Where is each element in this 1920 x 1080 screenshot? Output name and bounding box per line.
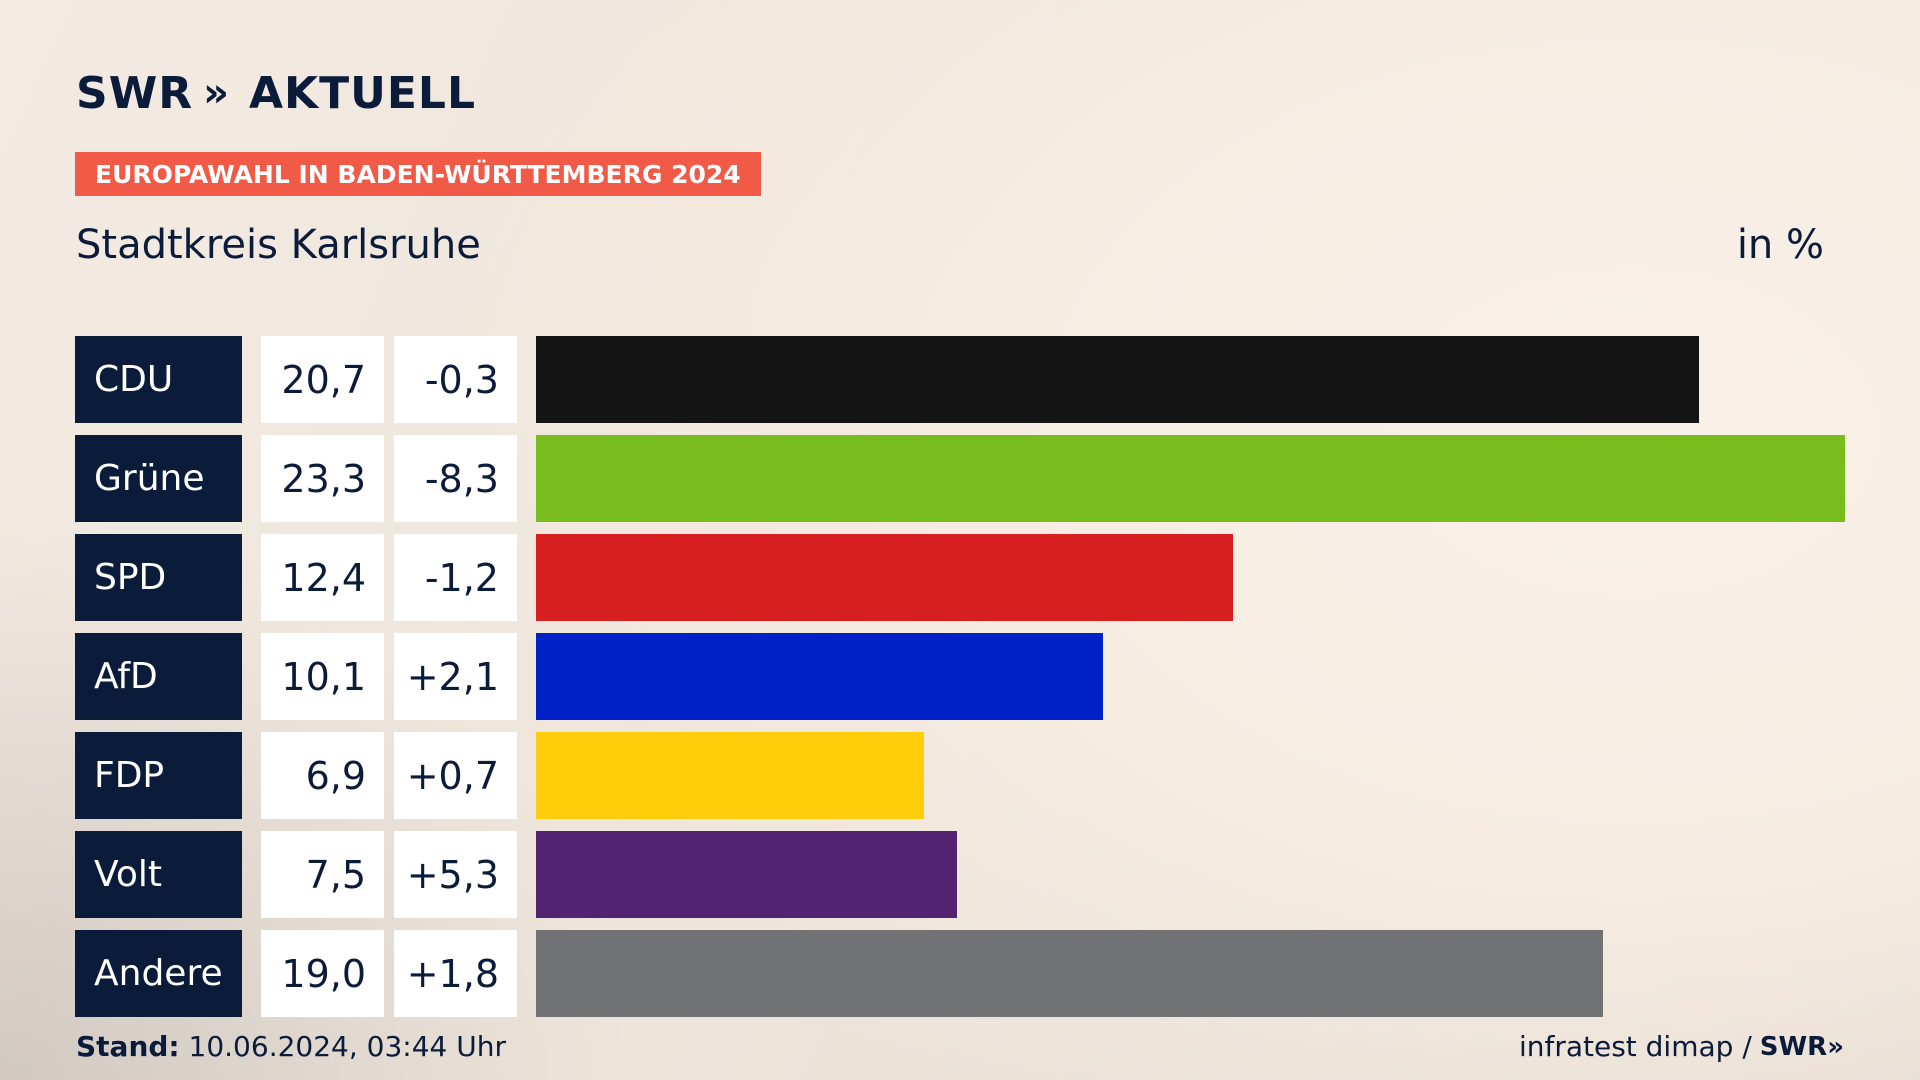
logo-swr: SWR [76,67,194,119]
result-bar [536,336,1699,423]
vote-share-value: 12,4 [261,534,384,621]
result-bar [536,633,1103,720]
vote-share-value: 20,7 [261,336,384,423]
result-row: FDP 6,9 +0,7 [75,732,1845,819]
party-label: FDP [75,732,242,819]
party-label: Grüne [75,435,242,522]
source-text: infratest dimap / [1518,1030,1752,1063]
vote-change-value: +1,8 [394,930,517,1017]
vote-share-value: 23,3 [261,435,384,522]
election-tag: EUROPAWAHL IN BADEN-WÜRTTEMBERG 2024 [75,152,761,196]
party-label: Andere [75,930,242,1017]
vote-share-value: 6,9 [261,732,384,819]
vote-change-value: -8,3 [394,435,517,522]
vote-change-value: +0,7 [394,732,517,819]
party-label: SPD [75,534,242,621]
result-row: SPD 12,4 -1,2 [75,534,1845,621]
result-bar [536,435,1845,522]
source-chevron-icon: » [1827,1031,1844,1062]
party-label: Volt [75,831,242,918]
footer-source: infratest dimap / SWR» [1519,1030,1844,1063]
result-row: AfD 10,1 +2,1 [75,633,1845,720]
result-row: Andere 19,0 +1,8 [75,930,1845,1017]
vote-change-value: -0,3 [394,336,517,423]
result-bar [536,534,1233,621]
vote-share-value: 10,1 [261,633,384,720]
party-label: CDU [75,336,242,423]
chart-subtitle: Stadtkreis Karlsruhe [76,222,481,268]
stand-value: 10.06.2024, 03:44 Uhr [188,1030,506,1063]
result-row: CDU 20,7 -0,3 [75,336,1845,423]
result-row: Grüne 23,3 -8,3 [75,435,1845,522]
party-label: AfD [75,633,242,720]
logo-aktuell: AKTUELL [248,67,476,119]
vote-change-value: +5,3 [394,831,517,918]
result-bar [536,930,1603,1017]
vote-change-value: -1,2 [394,534,517,621]
vote-change-value: +2,1 [394,633,517,720]
footer-stand: Stand: 10.06.2024, 03:44 Uhr [76,1030,506,1063]
stand-label: Stand: [76,1030,180,1063]
source-brand: SWR» [1759,1031,1844,1062]
vote-share-value: 7,5 [261,831,384,918]
swr-aktuell-logo: SWR» AKTUELL [76,67,476,119]
logo-chevron-icon: » [203,70,229,116]
result-bar [536,831,957,918]
result-bar [536,732,924,819]
vote-share-value: 19,0 [261,930,384,1017]
unit-label: in % [1736,222,1824,268]
result-row: Volt 7,5 +5,3 [75,831,1845,918]
